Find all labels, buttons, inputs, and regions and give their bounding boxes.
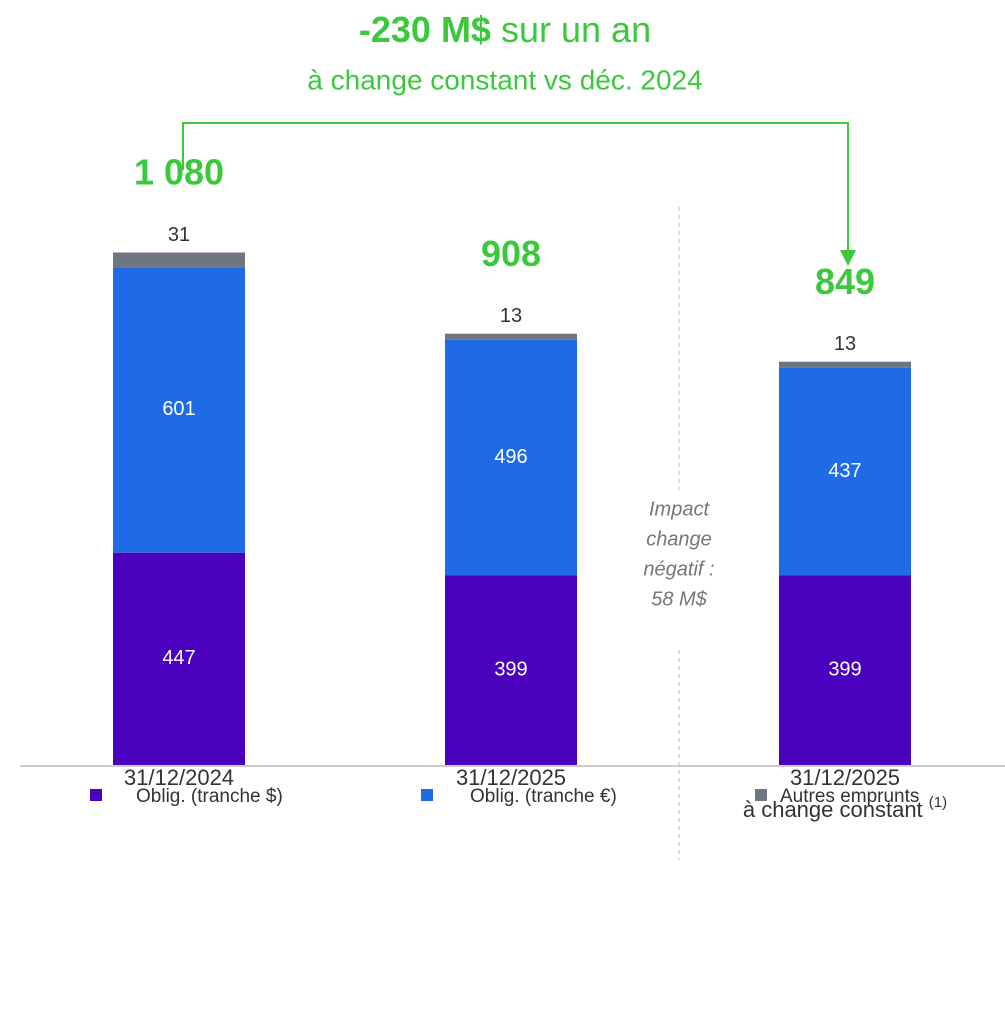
annotation: Impact <box>649 498 710 520</box>
segment-label: 13 <box>834 333 856 355</box>
total-label: 1 080 <box>134 152 224 193</box>
segment-label: 13 <box>500 305 522 327</box>
bar-segment <box>779 575 911 765</box>
category-note: à change constant (1) <box>743 794 947 822</box>
segment-label: 447 <box>162 647 195 669</box>
category-note-text: à change constant <box>743 797 923 822</box>
total-label: 849 <box>815 261 875 302</box>
segment-label: 496 <box>494 446 527 468</box>
arrow <box>182 122 849 252</box>
legend-swatch <box>755 789 767 801</box>
segment-label: 437 <box>828 460 861 482</box>
bar-segment <box>113 252 245 268</box>
bar-segment <box>445 339 577 576</box>
title-bold: -230 M$ <box>359 9 491 50</box>
title-rest: sur un an <box>501 9 651 50</box>
legend-label: Oblig. (tranche €) <box>470 786 617 807</box>
x-tick-label: 31/12/2025 <box>456 765 566 790</box>
segment-label: 399 <box>828 659 861 681</box>
bar-segment <box>445 575 577 765</box>
legend-swatch <box>421 789 433 801</box>
x-tick-label: 31/12/2025 <box>790 765 900 790</box>
bar-segment <box>113 267 245 553</box>
bar-segment <box>779 361 911 368</box>
bar-segment <box>113 552 245 765</box>
segment-label: 601 <box>162 398 195 420</box>
arrow-head <box>840 250 856 266</box>
segment-label: 31 <box>168 224 190 246</box>
legend-swatch <box>90 789 102 801</box>
chart-title: -230 M$ sur un an <box>359 9 651 50</box>
annotation: négatif : <box>643 558 714 580</box>
legend-label: Oblig. (tranche $) <box>136 786 283 807</box>
chart-subtitle: à change constant vs déc. 2024 <box>307 64 702 95</box>
legend-label: Autres emprunts <box>780 786 919 807</box>
bar-segment <box>445 333 577 340</box>
bar-segment <box>779 367 911 576</box>
segment-label: 399 <box>494 659 527 681</box>
total-label: 908 <box>481 233 541 274</box>
annotation: 58 M$ <box>651 588 707 610</box>
category-note-mark: (1) <box>929 794 947 811</box>
annotation: change <box>646 528 712 550</box>
x-tick-label: 31/12/2024 <box>124 765 234 790</box>
